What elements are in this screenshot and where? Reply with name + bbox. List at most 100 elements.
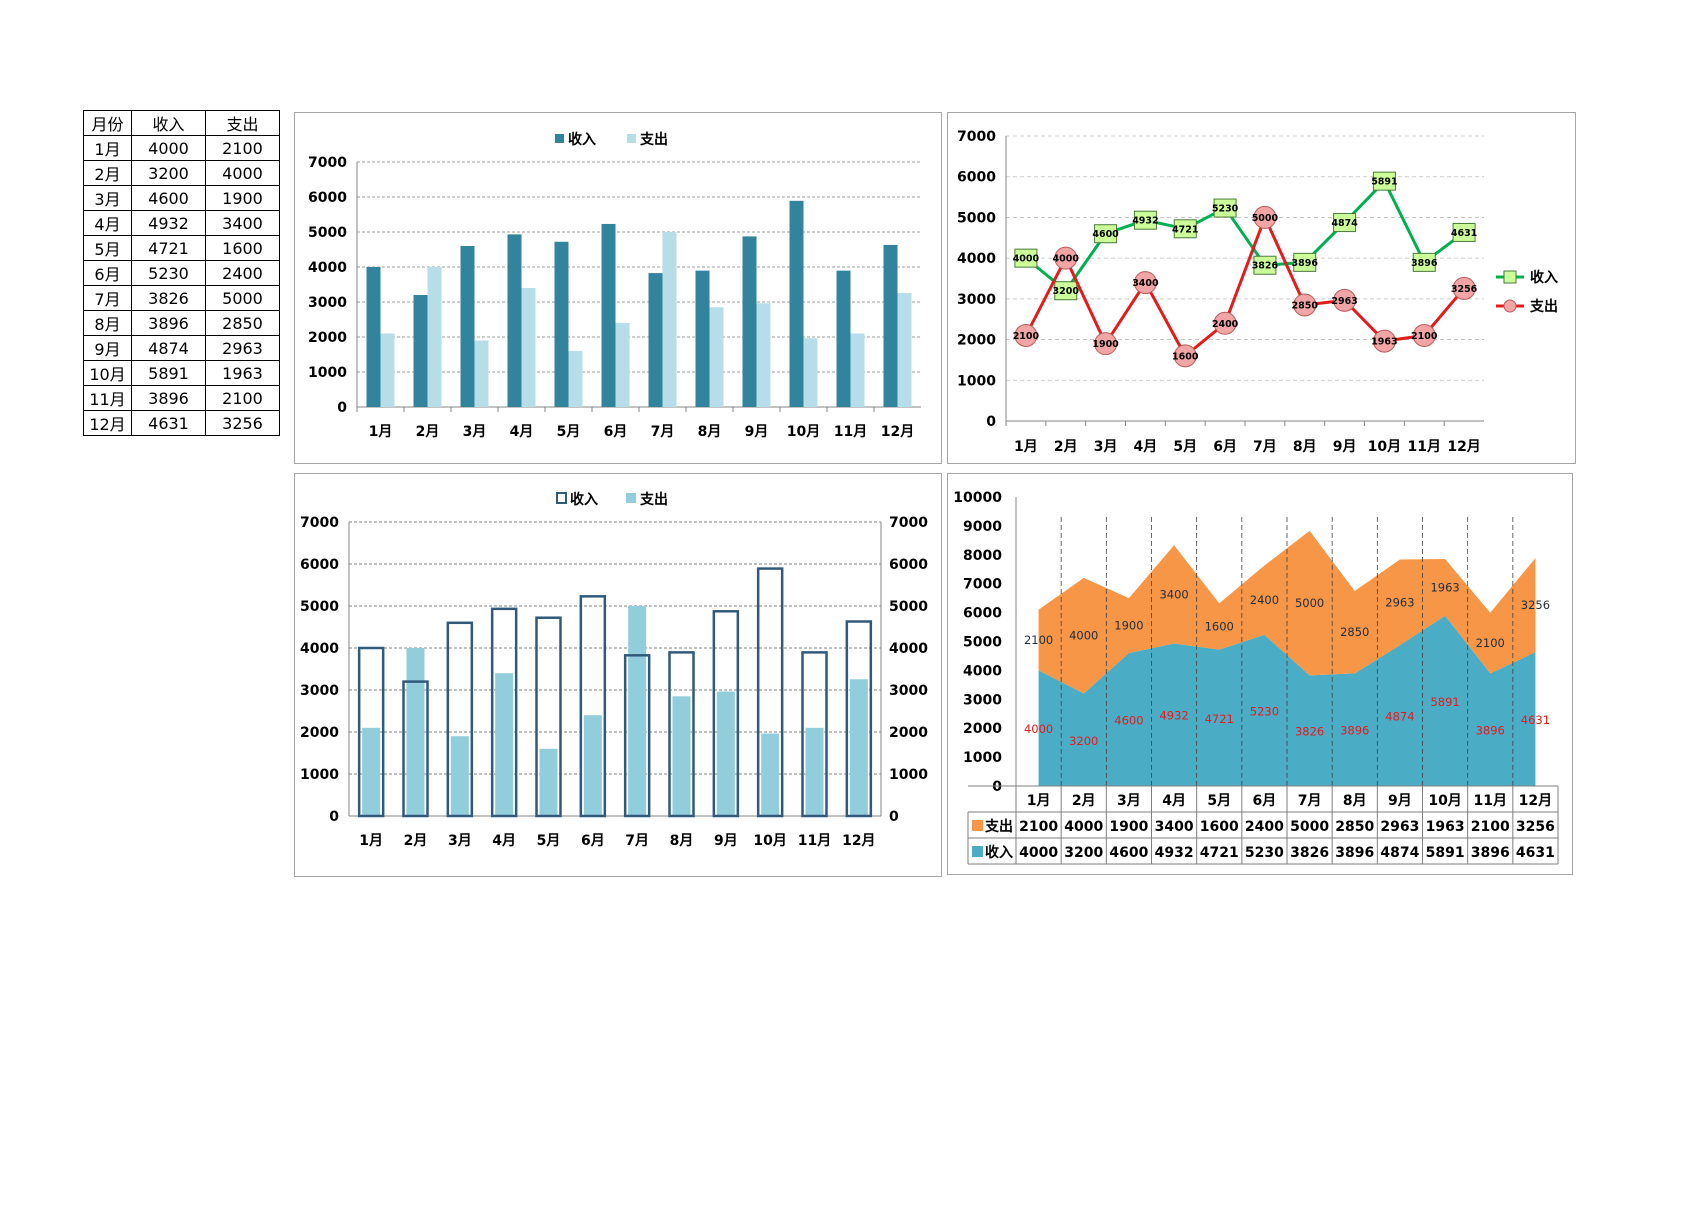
bar-expense [850,333,865,407]
expense-cell: 5000 [205,285,280,311]
bar-income-outline [535,616,562,818]
x-tick-label: 3月 [448,833,472,849]
income-cell: 4000 [131,135,206,161]
y-tick-label: 1000 [300,767,339,783]
data-label-income: 3896 [1476,724,1505,738]
data-label: 1963 [1371,337,1397,348]
table-row: 3月 4600 1900 [83,185,280,211]
y-tick-label: 5000 [300,599,339,615]
x-tick-label: 5月 [537,833,561,849]
point-marker-expense [1452,276,1476,300]
data-label: 2100 [1013,331,1040,342]
y-tick-label: 5000 [957,210,996,226]
point-marker-income [1213,198,1237,218]
point-marker-income [1054,281,1078,301]
point-marker-expense [1054,246,1078,270]
table-row: 1月 4000 2100 [83,135,280,161]
income-cell: 3826 [131,285,206,311]
expense-cell: 4000 [205,160,280,186]
chart-box-overlap-bar: 0 0 1000 1000 2000 2000 3000 3000 4000 4000 5000 50… [294,473,942,877]
y-tick-label: 4000 [963,663,1002,679]
x-tick-label: 2月 [1072,793,1096,809]
data-table-cell: 2100 [1471,819,1510,835]
x-tick-label: 5月 [1207,793,1231,809]
data-table-cell: 2963 [1380,819,1419,835]
y-tick-label: 3000 [308,295,347,311]
data-label: 5230 [1212,204,1239,215]
legend-swatch [627,134,636,143]
y-tick-label: 6000 [300,557,339,573]
y-tick-label: 6000 [963,606,1002,622]
x-tick-label: 7月 [1253,439,1277,455]
legend-label: 收入 [1530,269,1558,286]
bar-income [695,270,710,407]
data-table-cell: 3896 [1471,845,1510,861]
data-table-cell: 5000 [1290,819,1329,835]
x-tick-label: 9月 [714,833,738,849]
data-label: 1600 [1172,351,1199,362]
data-label: 3826 [1252,261,1279,272]
data-table-cell: 1600 [1200,819,1239,835]
chart-box-clustered-bar: 0 1000 2000 3000 4000 5000 6000 7000 1月 2月 3月 4月 5月 6… [294,112,942,464]
bar-income [789,200,804,407]
point-marker-income [1293,252,1317,272]
y-tick-label: 3000 [300,683,339,699]
month-cell: 12月 [83,410,132,436]
expense-cell: 3400 [205,210,280,236]
legend-marker [1503,270,1517,284]
y2-tick-label: 6000 [889,557,928,573]
table-row: 10月 5891 1963 [83,360,280,386]
data-label: 4631 [1451,228,1477,239]
point-marker-expense [1412,324,1436,347]
data-label-income: 4631 [1521,713,1550,727]
bar-income-outline [756,567,784,818]
point-marker-expense [1014,324,1038,347]
expense-cell: 2963 [205,335,280,361]
point-marker-expense [1173,344,1197,368]
month-cell: 8月 [83,310,132,336]
expense-cell: 2400 [205,260,280,286]
y-tick-label: 2000 [308,330,347,346]
x-tick-label: 10月 [1428,793,1461,809]
table-header-row: 月份 收入 支出 [83,110,280,136]
chart-box-line: 0 1000 2000 3000 4000 5000 6000 7000 1月 2月 3月 4月 5月 6… [947,112,1576,464]
data-label: 4874 [1331,218,1358,229]
data-label: 2100 [1411,331,1438,342]
bar-income-outline [490,607,518,818]
bar-expense [849,679,868,816]
data-label: 5000 [1252,213,1279,224]
bar-income [601,223,616,407]
bar-expense [628,606,647,816]
data-label-expense: 2400 [1250,593,1279,607]
table-body: 1月 4000 2100 2月 3200 4000 3月 4600 1900 4月 4932 3400… [83,135,280,436]
data-table-cell: 3200 [1064,845,1103,861]
data-table-cell: 5230 [1245,845,1284,861]
legend-label: 支出 [639,131,668,148]
table-row: 12月 4631 3256 [83,410,280,436]
data-label-expense: 4000 [1069,629,1098,643]
bar-expense [756,303,771,407]
bar-income [836,270,851,407]
legend-swatch [972,820,983,831]
month-cell: 6月 [83,260,132,286]
bar-income [413,295,428,407]
data-table-cell: 5891 [1426,845,1465,861]
bar-expense [380,333,395,407]
bar-expense [495,673,514,816]
expense-cell: 2850 [205,310,280,336]
y-tick-label: 1000 [957,373,996,389]
x-tick-label: 3月 [1094,439,1118,455]
data-table-cell: 4932 [1155,845,1194,861]
data-label-income: 4932 [1159,709,1188,723]
x-tick-label: 4月 [1134,439,1158,455]
data-label-income: 5891 [1430,695,1459,709]
data-table-cell: 4000 [1019,845,1058,861]
x-tick-label: 6月 [1253,793,1277,809]
x-tick-label: 6月 [604,424,628,440]
data-label: 2963 [1331,296,1357,307]
y-tick-label: 1000 [963,750,1002,766]
point-marker-income [1173,219,1197,239]
x-tick-label: 12月 [1447,439,1480,455]
y-tick-label: 6000 [308,190,347,206]
x-tick-label: 12月 [881,424,914,440]
